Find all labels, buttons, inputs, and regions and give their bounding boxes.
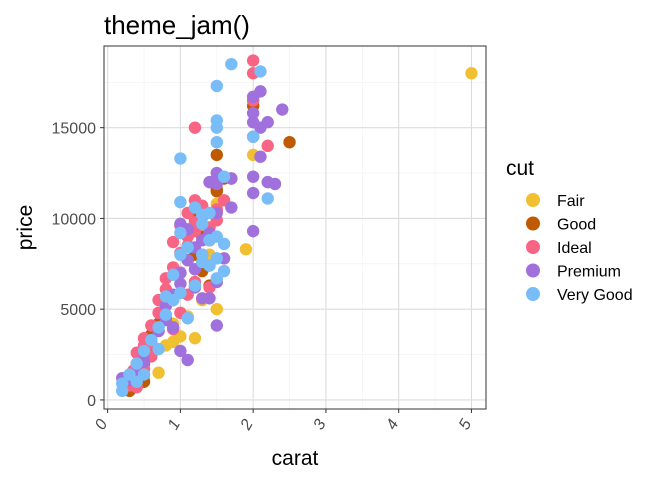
x-tick-label: 1 [165, 417, 184, 433]
x-axis-title: carat [272, 447, 319, 470]
data-point [174, 152, 187, 165]
data-points [115, 54, 478, 398]
data-point [188, 201, 202, 214]
data-point [210, 148, 223, 162]
data-point [174, 217, 187, 231]
data-point [174, 277, 187, 290]
y-axis: 0 5000 10000 15000 [52, 121, 104, 410]
data-point [217, 237, 231, 251]
legend-label: Ideal [557, 240, 592, 257]
x-axis: 0 1 2 3 4 5 [92, 409, 475, 434]
data-point [174, 344, 187, 358]
legend-title: cut [506, 157, 534, 180]
data-point [276, 103, 289, 116]
x-tick-label: 4 [383, 417, 402, 433]
legend-label: Good [557, 217, 596, 234]
data-point [246, 186, 260, 200]
legend-key [526, 263, 540, 278]
data-point [196, 248, 209, 261]
legend: cut Fair Good Ideal Premium Very Good [506, 157, 633, 304]
data-point [246, 170, 260, 183]
data-point [181, 312, 194, 325]
data-point [174, 248, 187, 261]
data-point [145, 333, 158, 347]
data-point [210, 135, 223, 149]
data-point [239, 243, 253, 256]
data-point [166, 235, 180, 249]
data-point [254, 150, 267, 163]
data-point [268, 177, 282, 191]
legend-label: Very Good [557, 287, 633, 304]
data-point [196, 292, 209, 305]
data-point [152, 366, 165, 379]
chart-title: theme_jam() [104, 10, 250, 40]
data-point [203, 206, 216, 220]
data-point [203, 234, 216, 247]
data-point [210, 272, 223, 285]
data-point [254, 85, 267, 98]
data-point [188, 121, 202, 134]
legend-key [526, 287, 540, 301]
data-point [246, 130, 260, 143]
data-point [225, 201, 238, 214]
data-point [188, 279, 202, 292]
data-point [210, 121, 223, 134]
data-point [152, 342, 165, 356]
plot-panel [103, 45, 487, 410]
data-point [166, 335, 180, 349]
data-point [246, 116, 260, 129]
legend-label: Premium [557, 264, 621, 281]
x-tick-label: 3 [310, 417, 329, 433]
data-point [166, 321, 180, 334]
x-tick-label: 5 [456, 417, 475, 433]
data-point [203, 259, 216, 272]
data-point [166, 268, 180, 281]
data-point [152, 321, 165, 334]
data-point [246, 54, 260, 67]
data-point [261, 139, 274, 153]
data-point [246, 224, 260, 238]
data-point [159, 308, 173, 321]
data-point [181, 353, 194, 367]
grid-minor [104, 46, 486, 409]
legend-key [526, 240, 540, 254]
data-point [283, 135, 296, 149]
y-tick-label: 0 [87, 393, 96, 410]
y-axis-title: price [14, 205, 37, 251]
y-tick-label: 10000 [52, 211, 97, 228]
data-point [254, 65, 267, 78]
data-point [261, 192, 274, 205]
data-point [137, 368, 151, 381]
x-tick-label: 0 [92, 417, 111, 433]
data-point [210, 79, 223, 93]
data-point [196, 217, 209, 231]
data-point [137, 344, 151, 358]
legend-key [526, 216, 540, 231]
data-point [225, 57, 238, 71]
x-tick-label: 2 [237, 417, 257, 434]
y-tick-label: 15000 [52, 121, 97, 138]
data-point [130, 357, 143, 370]
y-tick-label: 5000 [60, 302, 96, 319]
data-point [217, 170, 231, 183]
data-point [115, 384, 129, 398]
data-point [465, 67, 478, 80]
legend-key [526, 193, 540, 207]
data-point [210, 302, 223, 316]
data-point [188, 332, 202, 345]
data-point [174, 226, 187, 240]
data-point [246, 106, 260, 120]
data-point [159, 290, 173, 303]
data-point [210, 319, 223, 332]
legend-label: Fair [557, 193, 585, 210]
data-point [174, 195, 187, 209]
